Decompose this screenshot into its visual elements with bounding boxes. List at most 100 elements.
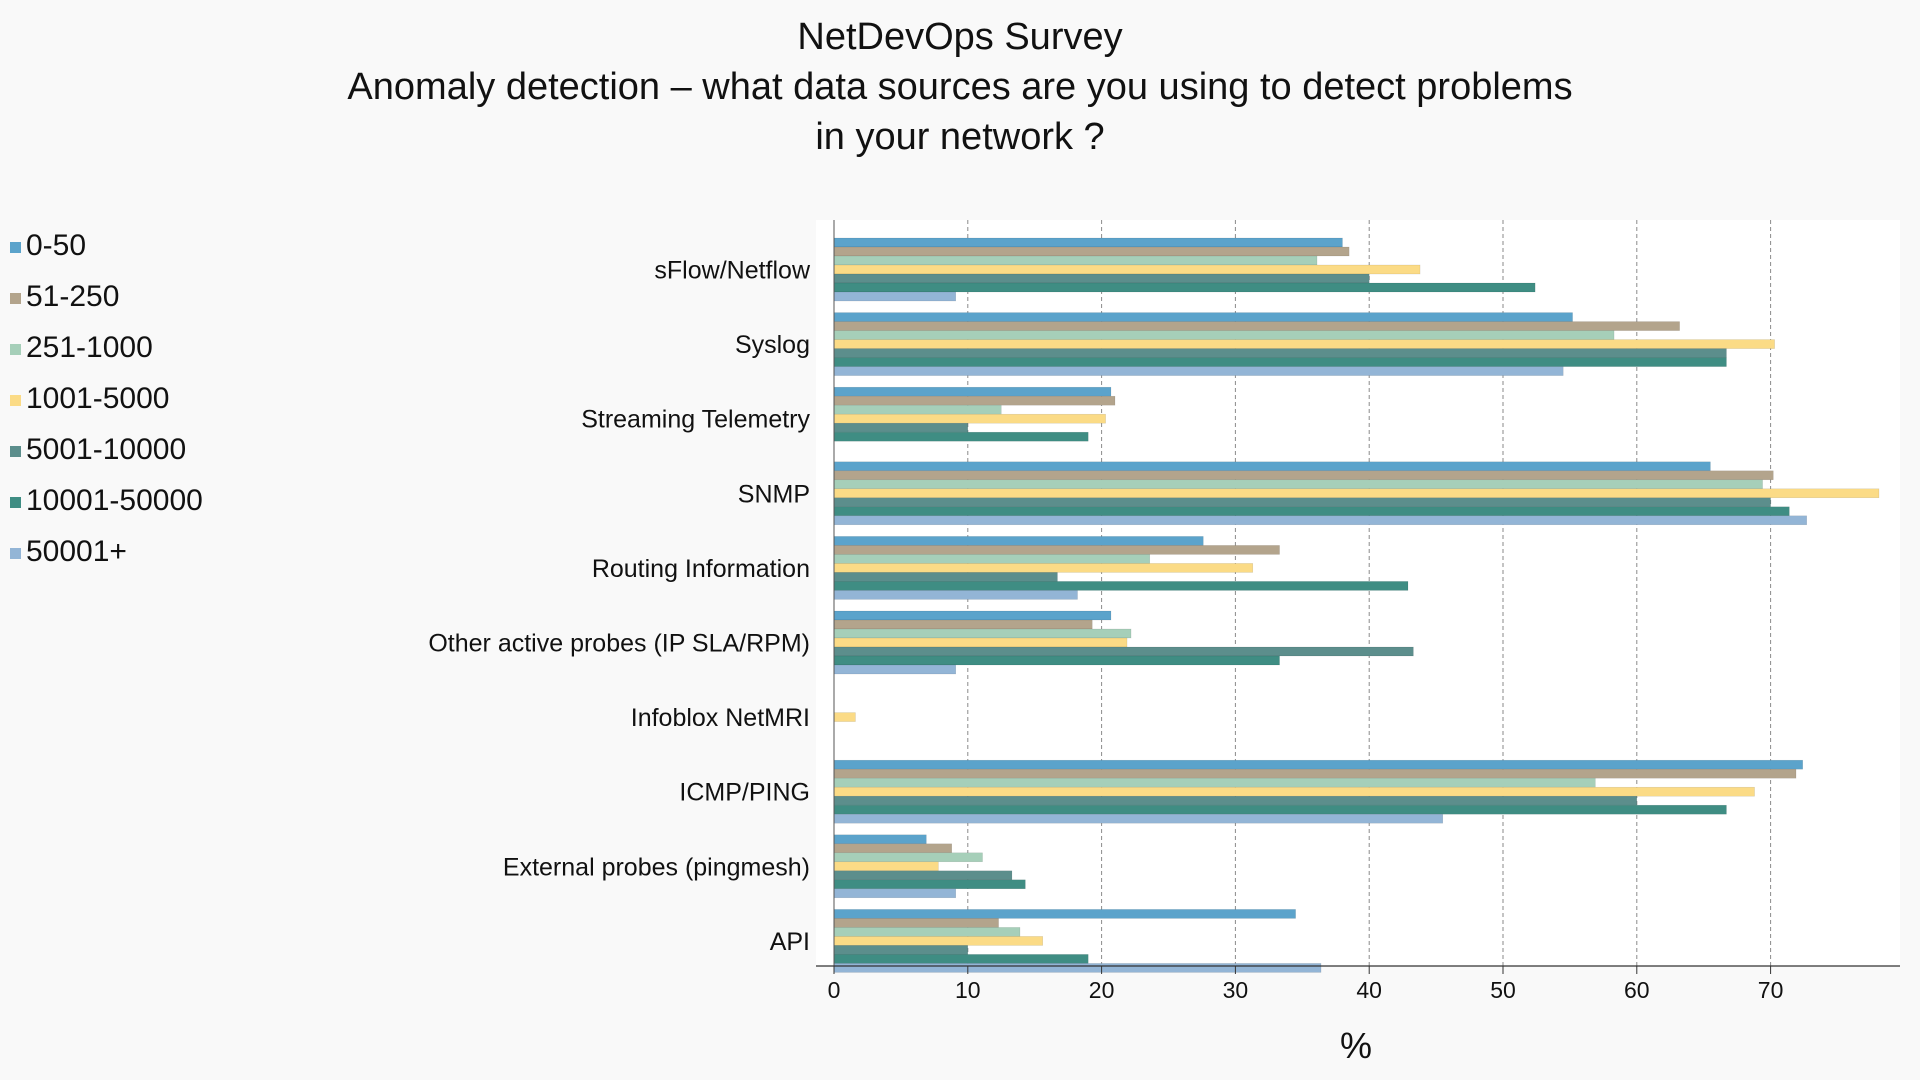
legend-item[interactable]: 10001-50000	[8, 477, 203, 528]
bar	[833, 795, 1638, 806]
bar	[833, 888, 957, 899]
bar	[833, 610, 1112, 621]
bar	[833, 339, 1775, 349]
bar	[833, 879, 1026, 890]
legend-label: 1001-5000	[26, 382, 170, 415]
bar	[833, 664, 957, 675]
bar	[833, 395, 1116, 406]
bar	[833, 357, 1727, 367]
legend-swatch	[10, 446, 21, 457]
bar	[833, 282, 1536, 293]
title-line: Anomaly detection – what data sources ar…	[347, 66, 1573, 108]
bar	[833, 237, 1343, 248]
bar	[833, 386, 1112, 397]
bar	[833, 619, 1093, 630]
category-label: Infoblox NetMRI	[631, 704, 810, 732]
category-label: API	[770, 928, 810, 956]
category-label: Other active probes (IP SLA/RPM)	[428, 630, 810, 658]
category-label: Syslog	[735, 331, 810, 359]
legend-item[interactable]: 251-1000	[8, 324, 203, 375]
bar	[833, 804, 1727, 815]
bar	[833, 918, 999, 928]
bar	[833, 348, 1727, 358]
bar	[833, 404, 1002, 415]
legend-swatch	[10, 497, 21, 508]
bar	[833, 413, 1106, 424]
bar	[833, 488, 1880, 499]
bar	[833, 909, 1296, 919]
legend-swatch	[10, 395, 21, 406]
bar	[833, 786, 1755, 797]
bar	[833, 246, 1350, 257]
bar	[833, 554, 1151, 564]
legend-label: 251-1000	[26, 331, 153, 364]
bar	[833, 497, 1771, 508]
bar	[833, 954, 1089, 964]
legend-item[interactable]: 50001+	[8, 528, 203, 579]
bar	[833, 834, 927, 845]
bar	[833, 321, 1680, 331]
bar	[833, 945, 969, 955]
category-label: sFlow/Netflow	[654, 257, 811, 285]
bar	[833, 366, 1564, 376]
bar	[833, 852, 983, 863]
title-line: in your network ?	[815, 116, 1105, 158]
bar	[833, 712, 856, 722]
x-tick-label: 10	[955, 977, 981, 1003]
x-tick-label: 70	[1758, 977, 1784, 1003]
bar	[833, 422, 969, 433]
bar	[833, 936, 1043, 946]
x-tick-label: 40	[1356, 977, 1382, 1003]
legend-label: 10001-50000	[26, 484, 203, 517]
x-tick-label: 50	[1490, 977, 1516, 1003]
legend-label: 50001+	[26, 535, 127, 568]
legend-swatch	[10, 242, 21, 253]
legend-label: 5001-10000	[26, 433, 187, 466]
bar	[833, 963, 1322, 973]
category-label: Routing Information	[592, 555, 810, 583]
category-label: SNMP	[738, 480, 810, 508]
bar	[833, 843, 952, 854]
bar	[833, 777, 1596, 788]
legend-item[interactable]: 5001-10000	[8, 426, 203, 477]
x-tick-label: 20	[1089, 977, 1115, 1003]
category-label: ICMP/PING	[679, 779, 810, 807]
legend-swatch	[10, 293, 21, 304]
bar	[833, 759, 1803, 770]
chart-title: NetDevOps Survey Anomaly detection – wha…	[0, 12, 1920, 162]
legend: 0-50 51-250 251-1000 1001-5000 5001-1000…	[8, 222, 203, 579]
bar	[833, 291, 957, 302]
bar	[833, 861, 939, 872]
x-axis-label: %	[1340, 1025, 1372, 1066]
bar	[833, 927, 1021, 937]
bar	[833, 813, 1444, 824]
bar	[833, 506, 1790, 517]
legend-swatch	[10, 548, 21, 559]
x-tick-label: 30	[1223, 977, 1249, 1003]
bar	[833, 768, 1797, 779]
legend-label: 51-250	[26, 280, 120, 313]
legend-item[interactable]: 51-250	[8, 273, 203, 324]
x-tick-label: 0	[828, 977, 841, 1003]
bar	[833, 536, 1204, 546]
bar	[833, 330, 1615, 340]
bar	[833, 572, 1058, 582]
category-label: Streaming Telemetry	[581, 406, 810, 434]
bar	[833, 590, 1078, 600]
legend-item[interactable]: 0-50	[8, 222, 203, 273]
bar	[833, 479, 1763, 490]
bar	[833, 637, 1128, 648]
bar	[833, 273, 1370, 284]
bar	[833, 312, 1573, 322]
bar	[833, 870, 1013, 881]
bar	[833, 655, 1280, 666]
bar	[833, 255, 1318, 266]
legend-label: 0-50	[26, 229, 87, 262]
bar	[833, 628, 1132, 639]
bar	[833, 545, 1280, 555]
legend-item[interactable]: 1001-5000	[8, 375, 203, 426]
bar	[833, 461, 1711, 472]
bar	[833, 563, 1254, 573]
bar	[833, 470, 1774, 481]
